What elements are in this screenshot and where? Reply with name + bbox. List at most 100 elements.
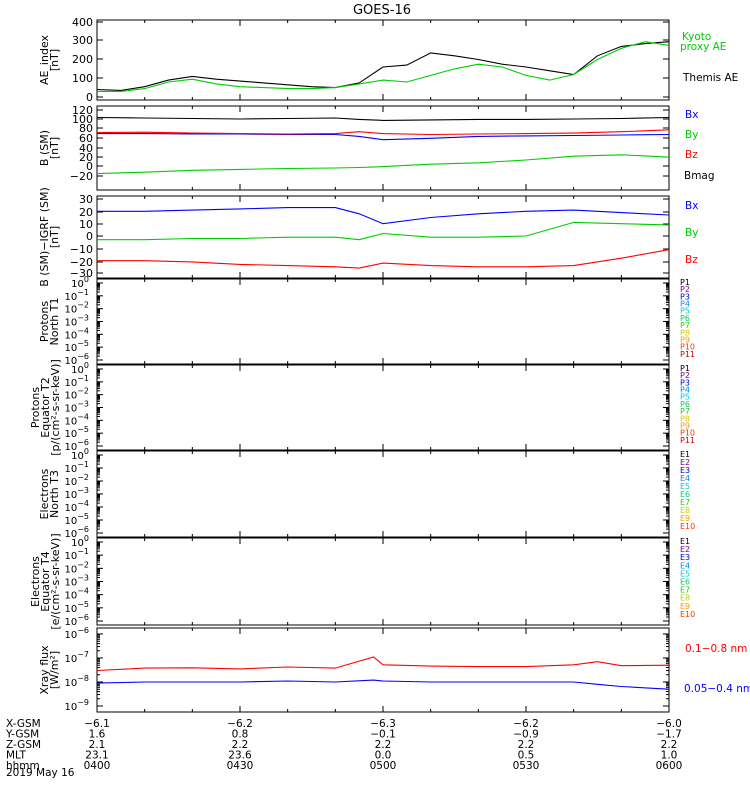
channel-label: P5 xyxy=(680,393,690,402)
y-axis-label: AE_index xyxy=(38,34,51,85)
legend-label: Bx xyxy=(685,109,698,121)
panel-frame xyxy=(96,537,670,626)
y-tick-label: 300 xyxy=(72,34,93,47)
panel-frame xyxy=(96,450,670,538)
y-tick-label: 10−2 xyxy=(64,387,89,402)
y-axis-label: Xray flux xyxy=(38,645,51,695)
x-axis-table: X-GSM −6.1 −6.2 −6.3 −6.2 −6.0 Y-GSM 1.6 0.8 −0.1… xyxy=(5,718,682,779)
y-axis-label: Equator T2 xyxy=(39,377,52,437)
channel-label: E3 xyxy=(680,466,690,475)
y-tick-label: 0 xyxy=(86,230,93,243)
y-tick-label: 80 xyxy=(79,122,93,135)
y-tick-label: 10−5 xyxy=(64,512,89,527)
series-line-0-1-0-8-nm xyxy=(96,656,670,672)
y-tick-label: 100 xyxy=(71,447,89,462)
y-tick-label: 10−6 xyxy=(64,613,89,628)
y-tick-label: 10−2 xyxy=(64,301,89,316)
channel-label: P3 xyxy=(680,378,690,387)
y-tick-label: 10−7 xyxy=(64,650,89,665)
y-axis-label: North T3 xyxy=(48,470,61,518)
y-axis-label: [nT] xyxy=(48,226,61,248)
y-tick-label: −10 xyxy=(70,243,93,256)
x-row-label: hhmm xyxy=(6,760,40,772)
series-line-bmag xyxy=(96,116,670,121)
legend-label: By xyxy=(685,129,698,141)
x-row-value: 2.2 xyxy=(375,739,392,751)
x-row-value: −6.2 xyxy=(513,718,539,730)
x-row-value: −1.7 xyxy=(656,729,682,741)
y-tick-label: 100 xyxy=(71,534,89,549)
channel-label: P9 xyxy=(680,421,690,430)
y-tick-label: 10−1 xyxy=(64,288,89,303)
panel-frame xyxy=(96,278,670,365)
channel-label: E5 xyxy=(680,569,690,578)
legend-label: 0.05−0.4 nm xyxy=(684,683,750,695)
x-row-value: −6.3 xyxy=(370,718,396,730)
y-tick-label: 10−2 xyxy=(64,473,89,488)
x-row-value: 0530 xyxy=(513,760,540,772)
y-tick-label: 20 xyxy=(79,206,93,219)
series-line-by xyxy=(97,221,670,241)
y-axis-label: [W/m²] xyxy=(48,651,61,689)
y-axis-label: [e/(cm²-s-sr-keV)] xyxy=(49,533,62,629)
x-row-value: 0500 xyxy=(370,760,397,772)
y-axis-label: Protons xyxy=(29,387,42,428)
y-tick-label: 10−5 xyxy=(64,600,89,615)
panel-frame xyxy=(96,627,670,713)
legend-label: Bmag xyxy=(684,170,715,182)
y-tick-label: 10−4 xyxy=(64,499,89,514)
y-tick-label: 10−1 xyxy=(64,460,89,475)
channel-label: E2 xyxy=(680,545,690,554)
y-tick-label: 10−9 xyxy=(64,698,89,713)
x-row-value: 2.1 xyxy=(89,739,106,751)
panel-bigrf: B (SM)−IGRF (SM)[nT]3020100−10−20−30BxBy… xyxy=(38,187,698,287)
x-row-value: 2.2 xyxy=(661,739,678,751)
y-tick-label: 10−1 xyxy=(64,547,89,562)
y-axis-label: B (SM) xyxy=(38,130,51,166)
x-row-value: 0.5 xyxy=(518,750,535,762)
legend-label: proxy AE xyxy=(680,41,726,53)
channel-label: P2 xyxy=(680,285,690,294)
channel-label: E4 xyxy=(680,561,690,570)
y-tick-label: 100 xyxy=(72,113,93,126)
y-tick-label: 0 xyxy=(86,91,93,104)
panel-frame xyxy=(96,195,670,279)
y-axis-label: Electrons xyxy=(29,556,42,607)
y-tick-label: 0 xyxy=(86,160,93,173)
channel-label: E7 xyxy=(680,586,690,595)
x-row-value: 23.6 xyxy=(228,750,252,762)
channel-label: P5 xyxy=(680,307,690,316)
y-tick-label: 100 xyxy=(72,72,93,85)
y-axis-label: Electrons xyxy=(38,468,51,519)
date-label: 2019 May 16 xyxy=(6,767,75,779)
channel-label: P4 xyxy=(680,300,690,309)
x-row-value: 1.0 xyxy=(661,750,678,762)
x-row-value: 1.6 xyxy=(89,729,106,741)
x-row-value: 23.1 xyxy=(85,750,108,762)
y-tick-label: 10−5 xyxy=(64,339,89,354)
y-axis-label: [nT] xyxy=(48,137,61,159)
x-row-value: −0.1 xyxy=(370,729,396,741)
y-tick-label: 10−1 xyxy=(64,374,89,389)
panel-frame xyxy=(96,19,670,101)
y-tick-label: 30 xyxy=(79,193,93,206)
channel-label: E4 xyxy=(680,474,690,483)
channel-label: E9 xyxy=(680,514,690,523)
channel-label: E8 xyxy=(680,506,690,515)
y-tick-label: 400 xyxy=(72,16,93,29)
y-axis-label: B (SM)−IGRF (SM) xyxy=(38,187,51,287)
legend-label: 0.1−0.8 nm xyxy=(685,643,747,655)
series-line-0-05-0-4-nm xyxy=(96,679,670,690)
y-tick-label: 10−4 xyxy=(64,587,89,602)
y-axis-label: [nT] xyxy=(48,49,61,71)
channel-label: P3 xyxy=(680,292,690,301)
channel-label: P11 xyxy=(680,436,695,445)
channel-label: P9 xyxy=(680,335,690,344)
channel-label: E2 xyxy=(680,458,690,467)
channel-label: P6 xyxy=(680,400,690,409)
y-tick-label: 10−3 xyxy=(64,314,89,329)
channel-label: E10 xyxy=(680,610,695,619)
